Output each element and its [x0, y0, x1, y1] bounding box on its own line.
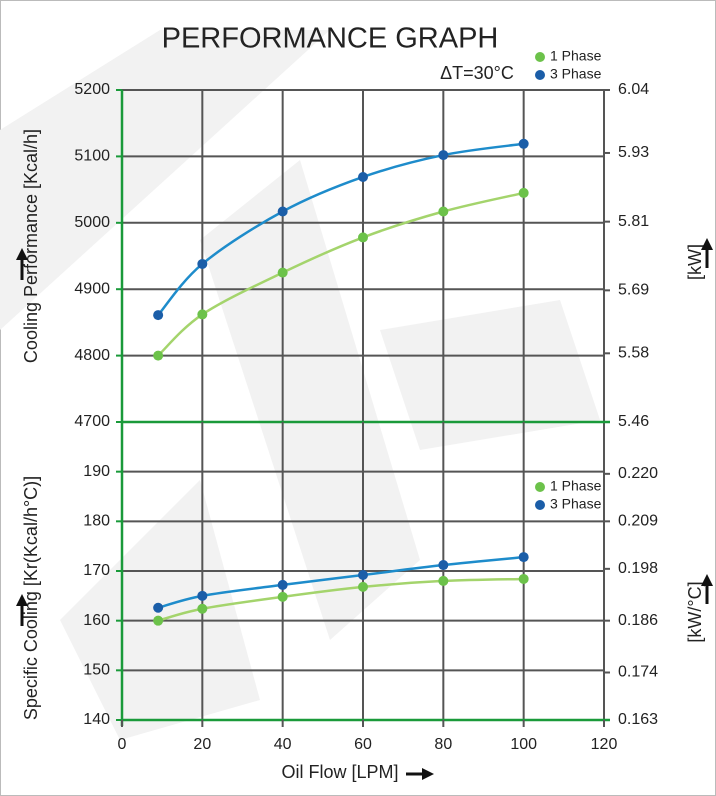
y2-tick-label: 0.163 — [618, 711, 658, 728]
x-axis-label: Oil Flow [LPM] — [281, 762, 398, 782]
y-tick-label: 4900 — [74, 280, 110, 297]
legend-marker — [535, 70, 545, 80]
x-tick-label: 100 — [510, 736, 537, 753]
legend-marker — [535, 52, 545, 62]
data-point — [197, 309, 208, 320]
data-point — [358, 232, 368, 243]
data-point — [438, 560, 449, 571]
data-point — [358, 569, 368, 580]
y2-axis-label: [kW/°C] — [685, 581, 705, 642]
arrows — [16, 238, 713, 780]
legend-label: 3 Phase — [550, 66, 602, 82]
y-tick-label: 140 — [83, 711, 110, 728]
data-point — [358, 171, 368, 182]
data-point — [438, 575, 449, 586]
y2-tick-label: 5.46 — [618, 413, 649, 430]
x-tick-label: 80 — [434, 736, 452, 753]
y2-tick-label: 0.209 — [618, 513, 658, 530]
data-point — [197, 258, 208, 269]
y2-tick-label: 5.58 — [618, 345, 649, 362]
legend-marker — [535, 500, 545, 510]
data-point — [277, 206, 288, 217]
x-tick-label: 0 — [118, 736, 127, 753]
x-tick-label: 60 — [354, 736, 372, 753]
y2-tick-label: 0.186 — [618, 612, 658, 629]
x-tick-label: 20 — [193, 736, 211, 753]
data-point — [197, 603, 208, 614]
y2-tick-label: 0.220 — [618, 465, 658, 482]
y2-tick-label: 6.04 — [618, 81, 649, 98]
legend-marker — [535, 482, 545, 492]
data-point — [518, 552, 529, 563]
data-point — [197, 590, 208, 601]
data-point — [277, 591, 288, 602]
y2-tick-label: 0.174 — [618, 664, 658, 681]
y2-tick-label: 5.93 — [618, 144, 649, 161]
data-point — [518, 573, 529, 584]
y-tick-label: 5200 — [74, 81, 110, 98]
x-tick-label: 40 — [274, 736, 292, 753]
data-point — [153, 615, 164, 626]
y-axis-label: Cooling Performance [Kcal/h] — [21, 129, 41, 363]
data-point — [277, 267, 288, 278]
y2-tick-label: 0.198 — [618, 560, 658, 577]
plot: 4700 4800 4900 5000 5100 5200 5.46 5.58 5.69 5.81… — [74, 48, 658, 754]
y-axis-label: Specific Cooling [Kr(Kcal/h°C)] — [21, 476, 41, 720]
y-tick-label: 5100 — [74, 148, 110, 165]
data-point — [153, 350, 164, 361]
y-tick-label: 180 — [83, 513, 110, 530]
y2-tick-label: 5.69 — [618, 282, 649, 299]
data-point — [153, 310, 164, 321]
data-point — [358, 581, 368, 592]
y-tick-label: 160 — [83, 612, 110, 629]
data-point — [518, 138, 529, 149]
x-tick-label: 120 — [591, 736, 618, 753]
annotation: ΔT=30°C — [440, 63, 514, 83]
data-point — [438, 150, 449, 161]
y-tick-label: 170 — [83, 562, 110, 579]
y-tick-label: 5000 — [74, 214, 110, 231]
data-point — [277, 579, 288, 590]
data-point — [153, 602, 164, 613]
chart-title: PERFORMANCE GRAPH — [162, 23, 499, 55]
data-point — [438, 206, 449, 217]
y-tick-label: 4700 — [74, 413, 110, 430]
data-point — [518, 187, 529, 198]
legend-label: 1 Phase — [550, 48, 602, 64]
legend-label: 3 Phase — [550, 496, 602, 512]
y-tick-label: 190 — [83, 463, 110, 480]
legend-label: 1 Phase — [550, 478, 602, 494]
y-tick-label: 150 — [83, 662, 110, 679]
y2-tick-label: 5.81 — [618, 213, 649, 230]
y-tick-label: 4800 — [74, 347, 110, 364]
y2-axis-label: [kW] — [685, 244, 705, 280]
